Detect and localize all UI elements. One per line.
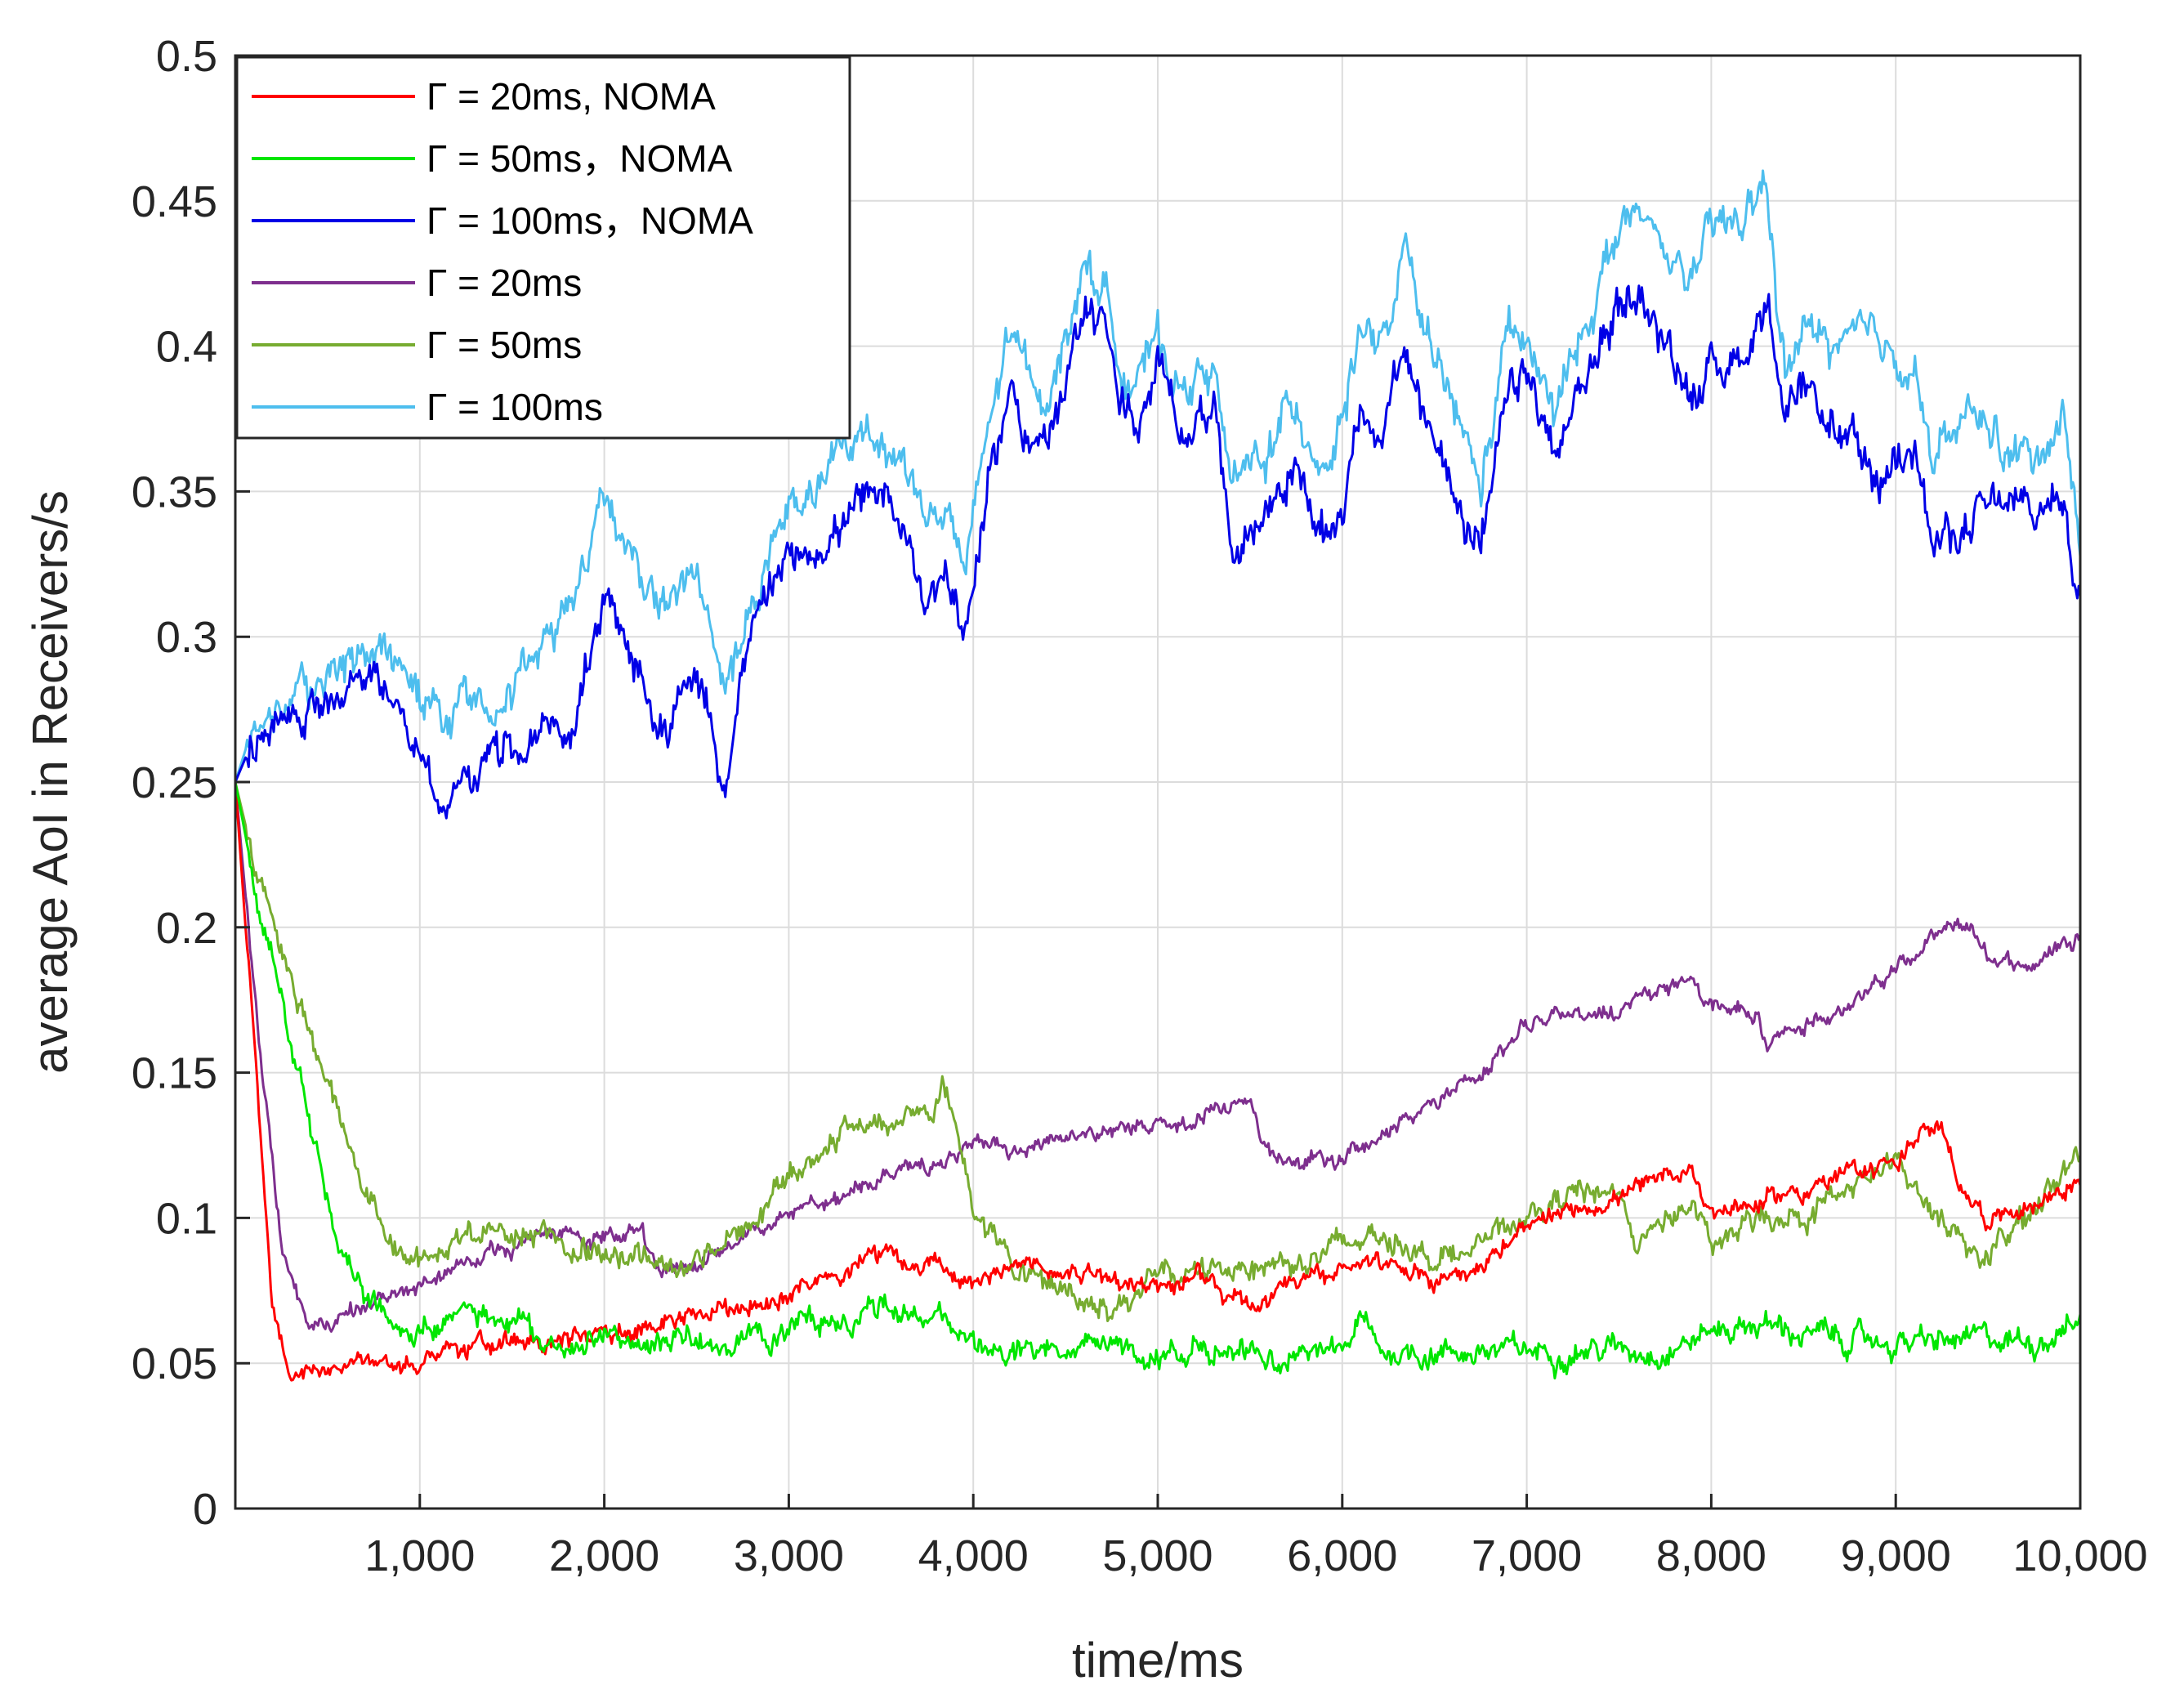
x-tick-label: 8,000: [1656, 1531, 1766, 1580]
y-tick-label: 0.05: [132, 1339, 217, 1388]
y-tick-label: 0.45: [132, 177, 217, 226]
x-tick-label: 3,000: [734, 1531, 844, 1580]
x-tick-label: 1,000: [364, 1531, 475, 1580]
x-axis-title: time/ms: [1072, 1633, 1244, 1687]
x-tick-label: 10,000: [2012, 1531, 2147, 1580]
series-lines: [234, 169, 2082, 1382]
y-tick-label: 0: [193, 1485, 217, 1534]
legend-label: Γ = 100ms: [427, 386, 603, 428]
x-tick-label: 5,000: [1102, 1531, 1213, 1580]
legend-label: Γ = 20ms, NOMA: [427, 75, 716, 118]
y-tick-label: 0.3: [156, 613, 217, 662]
x-tick-label: 2,000: [549, 1531, 659, 1580]
x-tick-label: 7,000: [1472, 1531, 1582, 1580]
y-tick-label: 0.2: [156, 904, 217, 953]
legend-label: Γ = 100ms，NOMA: [427, 199, 753, 242]
y-tick-label: 0.25: [132, 758, 217, 807]
y-tick-label: 0.15: [132, 1049, 217, 1098]
series-line-2: [234, 284, 2082, 820]
series-line-3: [234, 781, 2082, 1333]
series-line-4: [234, 781, 2082, 1322]
x-tick-label: 9,000: [1841, 1531, 1951, 1580]
series-line-5: [234, 169, 2082, 783]
y-tick-label: 0.35: [132, 467, 217, 516]
y-tick-label: 0.5: [156, 32, 217, 81]
y-tick-label: 0.1: [156, 1194, 217, 1243]
y-axis-title: average AoI in Receivers/s: [23, 490, 78, 1074]
legend-label: Γ = 20ms: [427, 261, 582, 304]
legend-box: [235, 56, 851, 440]
legend-label: Γ = 50ms，NOMA: [427, 137, 733, 180]
legend-label: Γ = 50ms: [427, 324, 582, 366]
x-tick-label: 6,000: [1287, 1531, 1397, 1580]
series-line-1: [234, 781, 2082, 1380]
x-tick-label: 4,000: [918, 1531, 1029, 1580]
axis-ticks: 1,000 2,000 3,000 4,000 5,000 6,000 7,000 8,000…: [132, 32, 2148, 1580]
legend: Γ = 20ms, NOMA Γ = 50ms，NOMA Γ = 100ms，NOM…: [235, 56, 851, 440]
y-tick-label: 0.4: [156, 323, 217, 372]
